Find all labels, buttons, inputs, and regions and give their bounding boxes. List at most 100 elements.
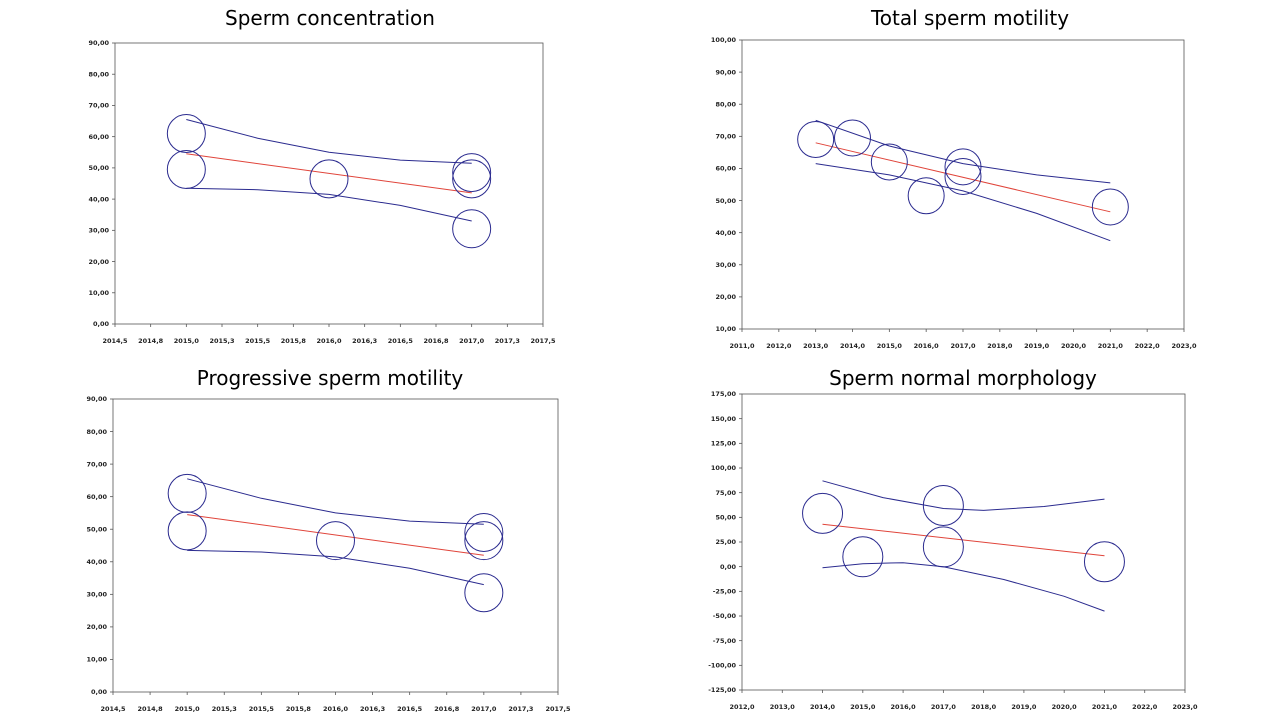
x-tick-label: 2017,0 xyxy=(471,705,497,713)
y-tick-label: 30,00 xyxy=(88,227,109,235)
x-tick-label: 2017,0 xyxy=(950,342,976,350)
x-tick-label: 2015,0 xyxy=(877,342,903,350)
x-tick-label: 2015,3 xyxy=(212,705,237,713)
y-tick-label: 80,00 xyxy=(715,100,736,108)
y-tick-label: 20,00 xyxy=(86,623,107,631)
y-tick-label: 0,00 xyxy=(91,688,108,696)
data-point xyxy=(834,119,871,157)
x-tick-label: 2016,3 xyxy=(352,337,377,345)
y-tick-label: 150,00 xyxy=(711,415,737,423)
y-tick-label: 50,00 xyxy=(88,164,109,172)
data-point xyxy=(944,148,982,186)
regression-line xyxy=(822,523,1105,557)
x-tick-label: 2017,5 xyxy=(530,337,556,345)
x-tick-label: 2013,0 xyxy=(770,703,796,711)
y-tick-label: 80,00 xyxy=(86,428,107,436)
y-tick-label: 40,00 xyxy=(86,558,107,566)
x-tick-label: 2016,0 xyxy=(914,342,940,350)
x-tick-label: 2019,0 xyxy=(1011,703,1037,711)
y-tick-label: 40,00 xyxy=(88,195,109,203)
x-tick-label: 2017,0 xyxy=(931,703,957,711)
y-tick-label: 0,00 xyxy=(720,563,737,571)
y-tick-label: 20,00 xyxy=(715,293,736,301)
x-tick-label: 2016,8 xyxy=(434,705,460,713)
x-tick-label: 2016,5 xyxy=(388,337,414,345)
y-tick-label: 50,00 xyxy=(86,525,107,533)
data-point xyxy=(907,177,945,215)
y-tick-label: 30,00 xyxy=(86,591,107,599)
y-tick-label: 80,00 xyxy=(88,70,109,78)
x-tick-label: 2022,0 xyxy=(1135,342,1161,350)
chart-title: Progressive sperm motility xyxy=(196,366,464,390)
y-tick-label: 30,00 xyxy=(715,261,736,269)
x-tick-label: 2018,0 xyxy=(971,703,997,711)
x-tick-label: 2012,0 xyxy=(766,342,792,350)
x-tick-label: 2015,5 xyxy=(249,705,275,713)
data-point xyxy=(464,521,504,561)
regression-line xyxy=(187,514,484,556)
x-tick-label: 2016,0 xyxy=(323,705,349,713)
data-point xyxy=(167,473,207,513)
x-tick-label: 2018,0 xyxy=(987,342,1013,350)
data-point xyxy=(166,114,206,154)
y-tick-label: 60,00 xyxy=(86,493,107,501)
x-tick-label: 2022,0 xyxy=(1132,703,1158,711)
x-tick-label: 2014,0 xyxy=(810,703,836,711)
data-point xyxy=(464,512,504,552)
y-tick-label: -50,00 xyxy=(713,612,737,620)
y-tick-label: 0,00 xyxy=(93,320,110,328)
x-tick-label: 2023,0 xyxy=(1171,342,1197,350)
regression-line xyxy=(186,153,472,194)
x-tick-label: 2015,0 xyxy=(174,337,200,345)
y-tick-label: 70,00 xyxy=(88,102,109,110)
x-tick-label: 2013,0 xyxy=(803,342,829,350)
x-tick-label: 2015,5 xyxy=(245,337,271,345)
data-point xyxy=(452,209,492,249)
data-point xyxy=(309,159,349,199)
x-tick-label: 2014,0 xyxy=(840,342,866,350)
data-point xyxy=(842,536,884,578)
upper-confidence-band xyxy=(815,119,1111,184)
y-tick-label: 10,00 xyxy=(715,325,736,333)
x-tick-label: 2011,0 xyxy=(729,342,755,350)
data-point xyxy=(802,492,844,534)
upper-confidence-band xyxy=(186,119,472,164)
y-tick-label: 10,00 xyxy=(88,289,109,297)
y-tick-label: -25,00 xyxy=(713,588,737,596)
y-tick-label: 25,00 xyxy=(715,538,736,546)
x-tick-label: 2023,0 xyxy=(1172,703,1198,711)
x-tick-label: 2014,5 xyxy=(100,705,126,713)
y-tick-label: -125,00 xyxy=(708,686,736,694)
plot-frame xyxy=(741,393,1186,691)
y-tick-label: 60,00 xyxy=(715,165,736,173)
x-tick-label: 2015,3 xyxy=(209,337,234,345)
x-tick-label: 2014,8 xyxy=(138,705,164,713)
x-tick-label: 2016,0 xyxy=(891,703,917,711)
y-tick-label: 175,00 xyxy=(711,390,737,398)
x-tick-label: 2017,3 xyxy=(495,337,520,345)
x-tick-label: 2015,0 xyxy=(850,703,876,711)
data-point xyxy=(464,573,504,613)
x-tick-label: 2021,0 xyxy=(1092,703,1118,711)
x-tick-label: 2017,0 xyxy=(459,337,485,345)
lower-confidence-band xyxy=(186,187,472,222)
data-point xyxy=(922,484,964,526)
x-tick-label: 2015,8 xyxy=(286,705,312,713)
lower-confidence-band xyxy=(815,163,1111,242)
x-tick-label: 2021,0 xyxy=(1098,342,1124,350)
y-tick-label: 100,00 xyxy=(711,464,737,472)
chart-title: Sperm concentration xyxy=(225,6,435,30)
upper-confidence-band xyxy=(187,478,484,525)
x-tick-label: 2019,0 xyxy=(1024,342,1050,350)
x-tick-label: 2017,5 xyxy=(545,705,571,713)
y-tick-label: -100,00 xyxy=(708,662,736,670)
data-point xyxy=(452,159,492,199)
data-point xyxy=(1083,541,1125,583)
y-tick-label: 125,00 xyxy=(711,440,737,448)
lower-confidence-band xyxy=(187,549,484,586)
x-tick-label: 2020,0 xyxy=(1061,342,1087,350)
chart-title: Sperm normal morphology xyxy=(829,366,1097,390)
